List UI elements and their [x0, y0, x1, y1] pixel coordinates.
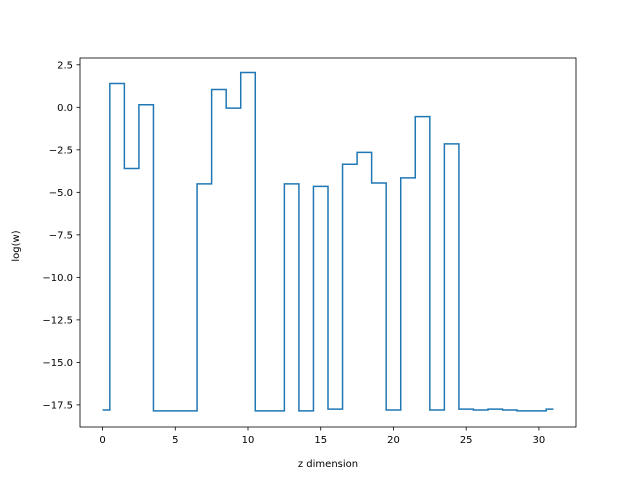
y-axis-label: log(w)	[11, 230, 22, 261]
y-tick-label: −15.0	[42, 358, 73, 369]
x-tick-label: 20	[387, 435, 400, 446]
y-tick-label: −10.0	[42, 273, 73, 284]
x-tick-label: 5	[172, 435, 178, 446]
y-axis-ticks: 2.5 0.0 −2.5 −5.0 −7.5 −10.0 −12.5 −15.0 −17.5	[42, 60, 80, 411]
x-tick-label: 30	[533, 435, 546, 446]
y-tick-label: −5.0	[49, 188, 73, 199]
series-line-0	[102, 71, 554, 412]
y-tick-label: −12.5	[42, 315, 73, 326]
y-tick-label: 2.5	[57, 60, 73, 71]
x-tick-label: 25	[460, 435, 473, 446]
x-tick-label: 10	[242, 435, 255, 446]
axes-frame	[79, 57, 577, 428]
plot-area	[79, 57, 577, 428]
y-tick-label: −2.5	[49, 145, 73, 156]
y-tick-label: −17.5	[42, 400, 73, 411]
x-tick-label: 0	[99, 435, 105, 446]
x-tick-label: 15	[314, 435, 327, 446]
x-axis-label: z dimension	[298, 459, 358, 470]
y-tick-label: −7.5	[49, 230, 73, 241]
y-tick-label: 0.0	[57, 103, 73, 114]
x-axis-ticks: 0 5 10 15 20 25 30	[99, 427, 545, 446]
